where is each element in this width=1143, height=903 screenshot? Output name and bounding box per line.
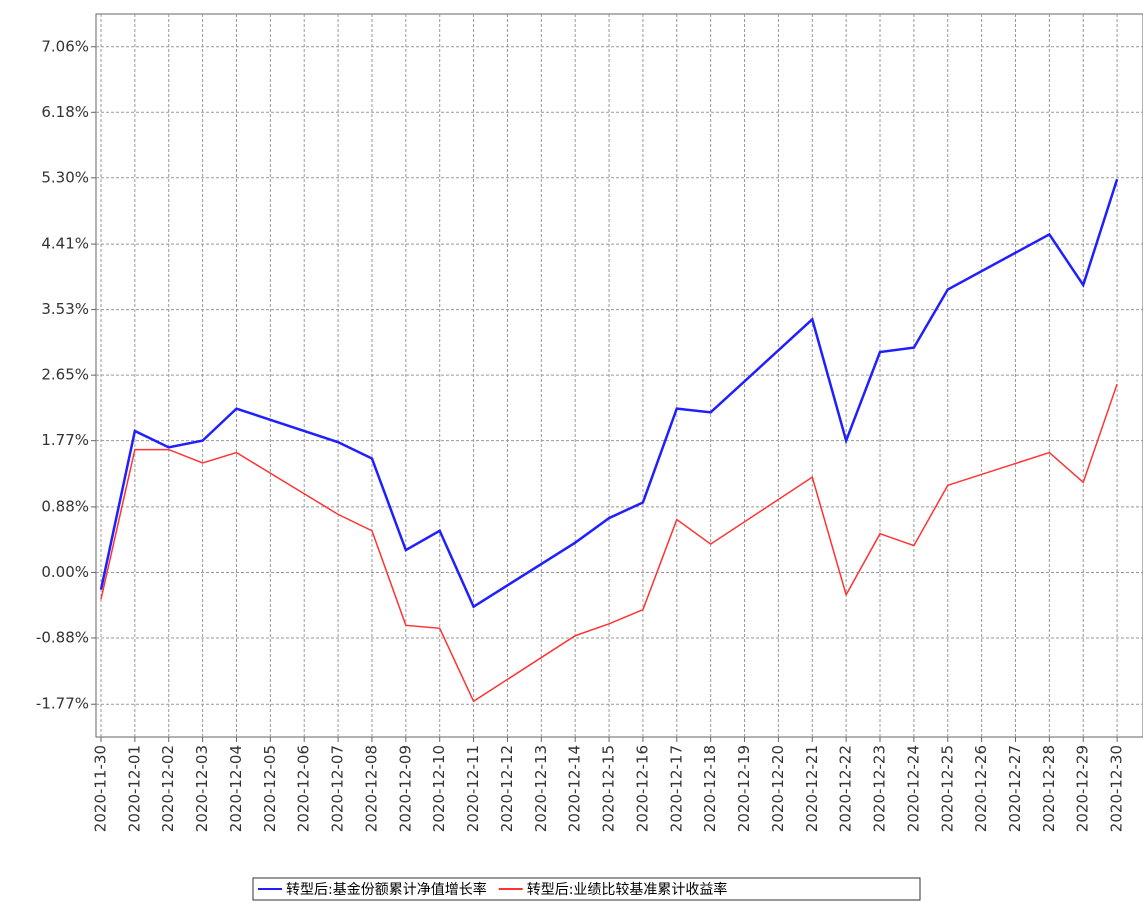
y-tick-label: 6.18% (41, 103, 89, 121)
y-tick-label: 2.65% (41, 366, 89, 384)
x-tick-label: 2020-12-10 (430, 745, 448, 832)
legend (252, 877, 921, 901)
x-tick-label: 2020-12-21 (803, 745, 821, 832)
x-tick-label: 2020-12-01 (125, 745, 143, 832)
y-tick-label: 5.30% (41, 168, 89, 186)
x-tick-label: 2020-12-14 (566, 745, 584, 832)
y-tick-label: 1.77% (41, 431, 89, 449)
x-tick-label: 2020-12-20 (769, 745, 787, 832)
x-tick-label: 2020-12-15 (600, 745, 618, 832)
x-tick-label: 2020-12-05 (261, 745, 279, 832)
x-tick-label: 2020-12-17 (667, 745, 685, 832)
y-tick-label: -0.88% (36, 628, 89, 646)
x-tick-label: 2020-12-07 (329, 745, 347, 832)
x-tick-label: 2020-12-08 (362, 745, 380, 832)
series-line (100, 383, 1118, 703)
y-tick-label: 0.00% (41, 563, 89, 581)
x-tick-label: 2020-12-04 (227, 745, 245, 832)
x-tick-label: 2020-12-19 (735, 745, 753, 832)
y-tick-label: 7.06% (41, 37, 89, 55)
y-tick-label: 0.88% (41, 497, 89, 515)
x-tick-label: 2020-12-28 (1040, 745, 1058, 832)
y-tick-label: 3.53% (41, 300, 89, 318)
x-tick-label: 2020-12-06 (295, 745, 313, 832)
x-tick-label: 2020-12-13 (532, 745, 550, 832)
x-tick-label: 2020-12-22 (837, 745, 855, 832)
x-tick-label: 2020-11-30 (92, 745, 110, 832)
x-tick-label: 2020-12-12 (498, 745, 516, 832)
legend-label: 转型后:基金份额累计净值增长率 (286, 881, 487, 898)
x-tick-label: 2020-12-03 (193, 745, 211, 832)
x-tick-label: 2020-12-02 (159, 745, 177, 832)
x-tick-label: 2020-12-30 (1108, 745, 1126, 832)
x-tick-label: 2020-12-25 (938, 745, 956, 832)
x-tick-label: 2020-12-11 (464, 745, 482, 832)
x-tick-label: 2020-12-23 (871, 745, 889, 832)
x-tick-label: 2020-12-29 (1074, 745, 1092, 832)
series-line (99, 178, 1119, 609)
x-tick-label: 2020-12-24 (904, 745, 922, 832)
x-tick-label: 2020-12-27 (1006, 745, 1024, 832)
x-tick-label: 2020-12-09 (396, 745, 414, 832)
legend-label: 转型后:业绩比较基准累计收益率 (527, 881, 728, 898)
y-tick-label: 4.41% (41, 235, 89, 253)
x-tick-label: 2020-12-16 (633, 745, 651, 832)
y-tick-label: -1.77% (36, 695, 89, 713)
x-tick-label: 2020-12-26 (972, 745, 990, 832)
x-tick-label: 2020-12-18 (701, 745, 719, 832)
